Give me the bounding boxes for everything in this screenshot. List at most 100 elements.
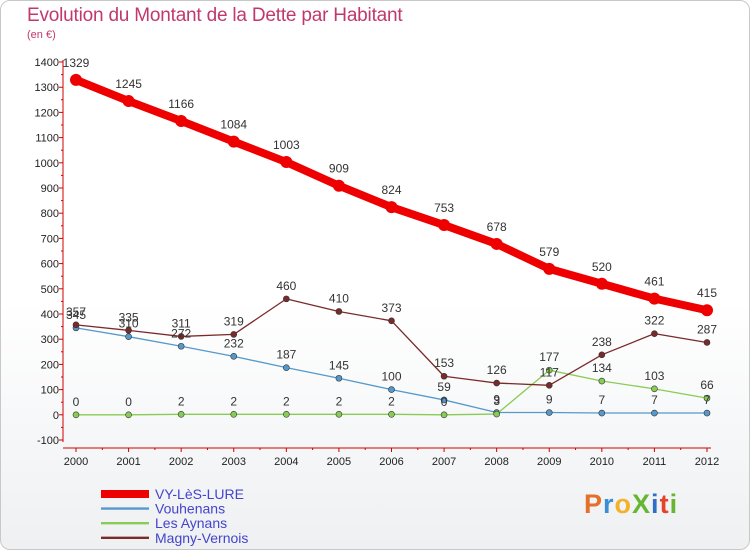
y-tick-label: -100 [37, 435, 59, 447]
data-point [177, 342, 185, 350]
data-label: 177 [539, 350, 559, 364]
x-tick-label: 2005 [327, 456, 351, 468]
data-point [388, 386, 395, 393]
data-label: 7 [598, 393, 605, 407]
data-label: 2 [283, 394, 290, 408]
data-label: 126 [487, 363, 507, 377]
data-point [440, 372, 448, 380]
data-point [651, 330, 658, 337]
data-label: 134 [592, 361, 612, 375]
x-tick-label: 2000 [64, 456, 88, 468]
data-point [385, 201, 398, 214]
data-label: 1084 [220, 118, 247, 132]
legend-label: Les Aynans [155, 515, 227, 531]
data-point [227, 135, 240, 148]
data-point [72, 411, 80, 419]
y-tick-label: 1300 [35, 82, 59, 94]
legend-label: Vouhenans [155, 501, 225, 517]
data-label: 678 [487, 220, 507, 234]
data-label: 1166 [168, 97, 194, 111]
data-label: 1245 [115, 77, 142, 91]
data-label: 319 [224, 314, 244, 328]
y-tick-label: 400 [41, 309, 59, 321]
data-label: 909 [329, 162, 349, 176]
data-point [703, 394, 711, 402]
data-point [70, 73, 82, 86]
data-label: 232 [224, 336, 244, 350]
data-label: 0 [125, 395, 132, 409]
data-label: 824 [381, 183, 401, 197]
data-point [177, 333, 185, 340]
data-point [493, 379, 500, 387]
data-point [545, 409, 553, 416]
data-label: 2 [388, 394, 395, 408]
data-label: 153 [434, 356, 454, 370]
data-point [283, 410, 290, 418]
data-label: 335 [119, 310, 139, 324]
x-tick-label: 2012 [695, 456, 719, 468]
data-point [72, 321, 80, 329]
data-point [177, 410, 185, 418]
data-point [701, 304, 713, 317]
y-tick-label: 500 [41, 284, 59, 296]
y-tick-label: 0 [53, 410, 59, 422]
x-tick-label: 2007 [432, 456, 456, 468]
data-point [125, 327, 132, 334]
data-label: 345 [66, 308, 86, 322]
data-point [230, 331, 238, 338]
data-point [125, 333, 132, 340]
data-point [598, 377, 606, 385]
data-point [598, 409, 606, 417]
y-tick-label: 1200 [35, 107, 59, 119]
data-label: 357 [66, 305, 86, 319]
data-point [545, 382, 553, 389]
data-label: 100 [381, 370, 401, 384]
data-label: 0 [73, 395, 80, 409]
data-point [648, 292, 661, 305]
y-tick-label: 1000 [35, 158, 59, 170]
x-tick-label: 2001 [116, 456, 140, 468]
data-label: 7 [651, 393, 658, 407]
x-tick-label: 2002 [169, 456, 193, 468]
data-point [490, 237, 503, 250]
legend-label: VY-LèS-LURE [155, 486, 244, 502]
data-point [703, 339, 711, 346]
x-tick-label: 2011 [643, 456, 667, 468]
data-point [545, 366, 553, 374]
chart-subtitle: (en €) [27, 29, 56, 41]
y-tick-label: 900 [41, 183, 59, 195]
y-tick-label: 600 [41, 259, 59, 271]
data-label: 238 [592, 335, 612, 349]
data-label: 373 [381, 301, 401, 315]
data-point [703, 409, 711, 417]
data-label: 1329 [63, 56, 90, 70]
data-label: 310 [119, 317, 139, 331]
data-point [283, 364, 290, 371]
chart-title: Evolution du Montant de la Dette par Hab… [27, 5, 403, 26]
x-tick-label: 2009 [537, 456, 561, 468]
data-label: 9 [493, 393, 500, 407]
data-point [493, 410, 500, 418]
data-point [230, 353, 238, 360]
data-label: 272 [171, 326, 191, 340]
y-tick-label: 800 [41, 208, 59, 220]
data-point [125, 411, 132, 419]
data-label: 7 [704, 393, 711, 407]
logo-letter: X [632, 489, 652, 519]
data-point [651, 409, 658, 417]
data-label: 1003 [273, 138, 300, 152]
data-point [651, 385, 658, 393]
data-point [280, 156, 293, 169]
data-label: 461 [644, 275, 664, 289]
data-label: 2 [178, 394, 185, 408]
data-label: 0 [441, 395, 448, 409]
x-tick-label: 2010 [590, 456, 614, 468]
data-label: 9 [546, 393, 553, 407]
data-point [335, 410, 343, 418]
data-point [595, 277, 608, 290]
data-label: 103 [644, 369, 664, 383]
data-point [440, 411, 448, 419]
data-label: 59 [437, 380, 451, 394]
logo-letter: i [669, 489, 679, 519]
